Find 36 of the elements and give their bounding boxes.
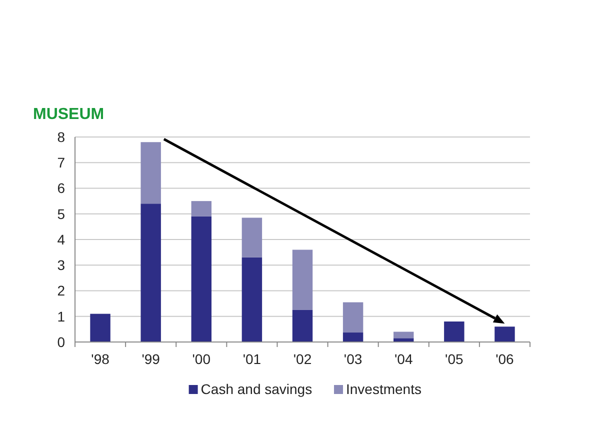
x-tick-label: '02 [293, 351, 312, 367]
bar [292, 310, 313, 342]
y-tick-label: 1 [57, 308, 66, 324]
legend-label: Cash and savings [200, 381, 312, 397]
bar [394, 332, 414, 338]
bar [191, 216, 212, 342]
y-tick-label: 4 [57, 231, 66, 248]
y-tick-label: 5 [57, 206, 66, 222]
bar [242, 218, 262, 258]
y-tick-label: 8 [57, 128, 66, 145]
bar [191, 201, 212, 216]
x-tick-label: '06 [496, 351, 514, 367]
x-tick-label: '03 [344, 351, 362, 367]
y-tick-label: 3 [57, 257, 66, 274]
x-tick-label: '00 [192, 351, 211, 367]
x-tick-label: '99 [142, 351, 160, 367]
x-tick-label: '04 [394, 351, 413, 367]
bar [394, 338, 414, 342]
bar [242, 257, 262, 342]
bar [342, 302, 364, 333]
chart-title: MUSEUM [33, 106, 104, 123]
bar [90, 314, 110, 342]
bar [342, 332, 364, 342]
bar [140, 142, 161, 204]
y-tick-label: 0 [57, 334, 66, 350]
bar [292, 250, 313, 310]
bar [494, 326, 515, 342]
legend-label: Investments [346, 381, 422, 397]
x-tick-label: '01 [242, 351, 262, 367]
x-tick-label: '98 [91, 351, 110, 367]
y-tick-label: 7 [57, 154, 66, 171]
y-tick-label: 2 [57, 282, 66, 299]
bar [444, 322, 464, 342]
y-tick-label: 6 [57, 180, 66, 196]
x-tick-label: '05 [445, 351, 464, 367]
bar [140, 204, 161, 342]
